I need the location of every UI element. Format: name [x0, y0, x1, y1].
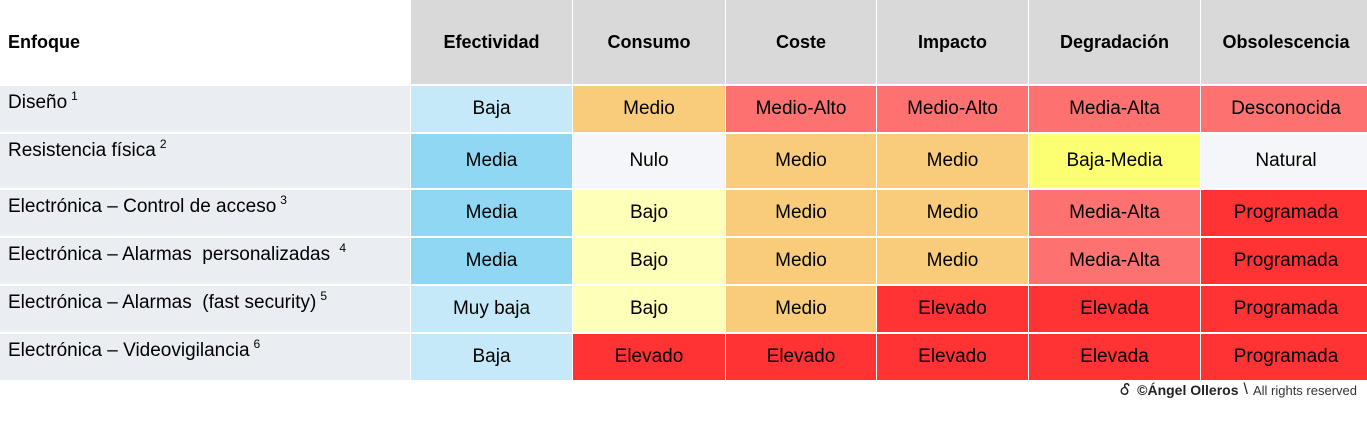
column-header: Coste — [726, 0, 876, 84]
row-label-text: Electrónica – Alarmas personalizadas — [8, 244, 336, 265]
rating-cell: Elevada — [1029, 334, 1200, 380]
rating-cell: Elevada — [1029, 286, 1200, 332]
rating-cell: Programada — [1201, 334, 1367, 380]
footnote-marker: 2 — [159, 137, 167, 151]
rating-cell: Baja-Media — [1029, 134, 1200, 188]
footnote-marker: 1 — [71, 89, 78, 103]
footer-separator: \ — [1243, 381, 1248, 398]
rating-cell: Muy baja — [411, 286, 572, 332]
column-header: Impacto — [877, 0, 1028, 84]
footnote-marker: 4 — [339, 241, 347, 255]
author-logo-icon: Ꮄ — [1120, 380, 1131, 399]
rating-cell: Programada — [1201, 238, 1367, 284]
rating-cell: Baja — [411, 86, 572, 132]
author-name: ©Ángel Olleros — [1137, 382, 1239, 398]
rating-cell: Programada — [1201, 286, 1367, 332]
column-header: Degradación — [1029, 0, 1200, 84]
column-header: Consumo — [573, 0, 725, 84]
rating-cell: Medio — [726, 238, 876, 284]
rating-cell: Medio — [877, 134, 1028, 188]
rating-cell: Bajo — [573, 238, 725, 284]
footnote-marker: 3 — [280, 193, 287, 207]
rating-cell: Media — [411, 190, 572, 236]
rating-cell: Medio — [573, 86, 725, 132]
row-label-text: Resistencia física — [8, 140, 156, 161]
rating-cell: Elevado — [877, 334, 1028, 380]
rating-cell: Media-Alta — [1029, 86, 1200, 132]
rights-text: All rights reserved — [1252, 382, 1357, 398]
rating-cell: Elevado — [573, 334, 725, 380]
footnote-marker: 6 — [253, 337, 261, 351]
rating-cell: Medio — [877, 238, 1028, 284]
copyright-footer: Ꮄ ©Ángel Olleros \ All rights reserved — [1120, 380, 1357, 400]
rating-cell: Bajo — [573, 286, 725, 332]
row-label: Electrónica – Control de acceso 3 — [0, 190, 410, 236]
rating-cell: Baja — [411, 334, 572, 380]
row-label-text: Electrónica – Control de acceso — [8, 196, 277, 217]
row-label-text: Electrónica – Alarmas (fast security) — [8, 292, 317, 313]
row-label: Electrónica – Alarmas (fast security) 5 — [0, 286, 410, 332]
rating-cell: Elevado — [877, 286, 1028, 332]
rating-cell: Bajo — [573, 190, 725, 236]
rating-cell: Media-Alta — [1029, 190, 1200, 236]
rating-cell: Natural — [1201, 134, 1367, 188]
rating-cell: Medio — [726, 190, 876, 236]
column-header: Enfoque — [0, 0, 410, 84]
comparison-table: Enfoque Efectividad Consumo Coste Impacto Deg… — [0, 0, 1367, 380]
row-label: Resistencia física 2 — [0, 134, 410, 188]
row-label: Electrónica – Videovigilancia 6 — [0, 334, 410, 380]
rating-cell: Medio — [877, 190, 1028, 236]
rating-cell: Medio-Alto — [877, 86, 1028, 132]
rating-cell: Medio — [726, 286, 876, 332]
row-label-text: Diseño — [8, 92, 68, 113]
row-label-text: Electrónica – Videovigilancia — [8, 340, 250, 361]
column-header: Obsolescencia — [1201, 0, 1367, 84]
rating-cell: Medio-Alto — [726, 86, 876, 132]
footnote-marker: 5 — [320, 289, 328, 303]
rating-cell: Medio — [726, 134, 876, 188]
column-header: Efectividad — [411, 0, 572, 84]
rating-cell: Elevado — [726, 334, 876, 380]
rating-cell: Nulo — [573, 134, 725, 188]
row-label: Diseño 1 — [0, 86, 410, 132]
rating-cell: Desconocida — [1201, 86, 1367, 132]
row-label: Electrónica – Alarmas personalizadas 4 — [0, 238, 410, 284]
rating-cell: Media — [411, 134, 572, 188]
rating-cell: Media-Alta — [1029, 238, 1200, 284]
rating-cell: Programada — [1201, 190, 1367, 236]
rating-cell: Media — [411, 238, 572, 284]
